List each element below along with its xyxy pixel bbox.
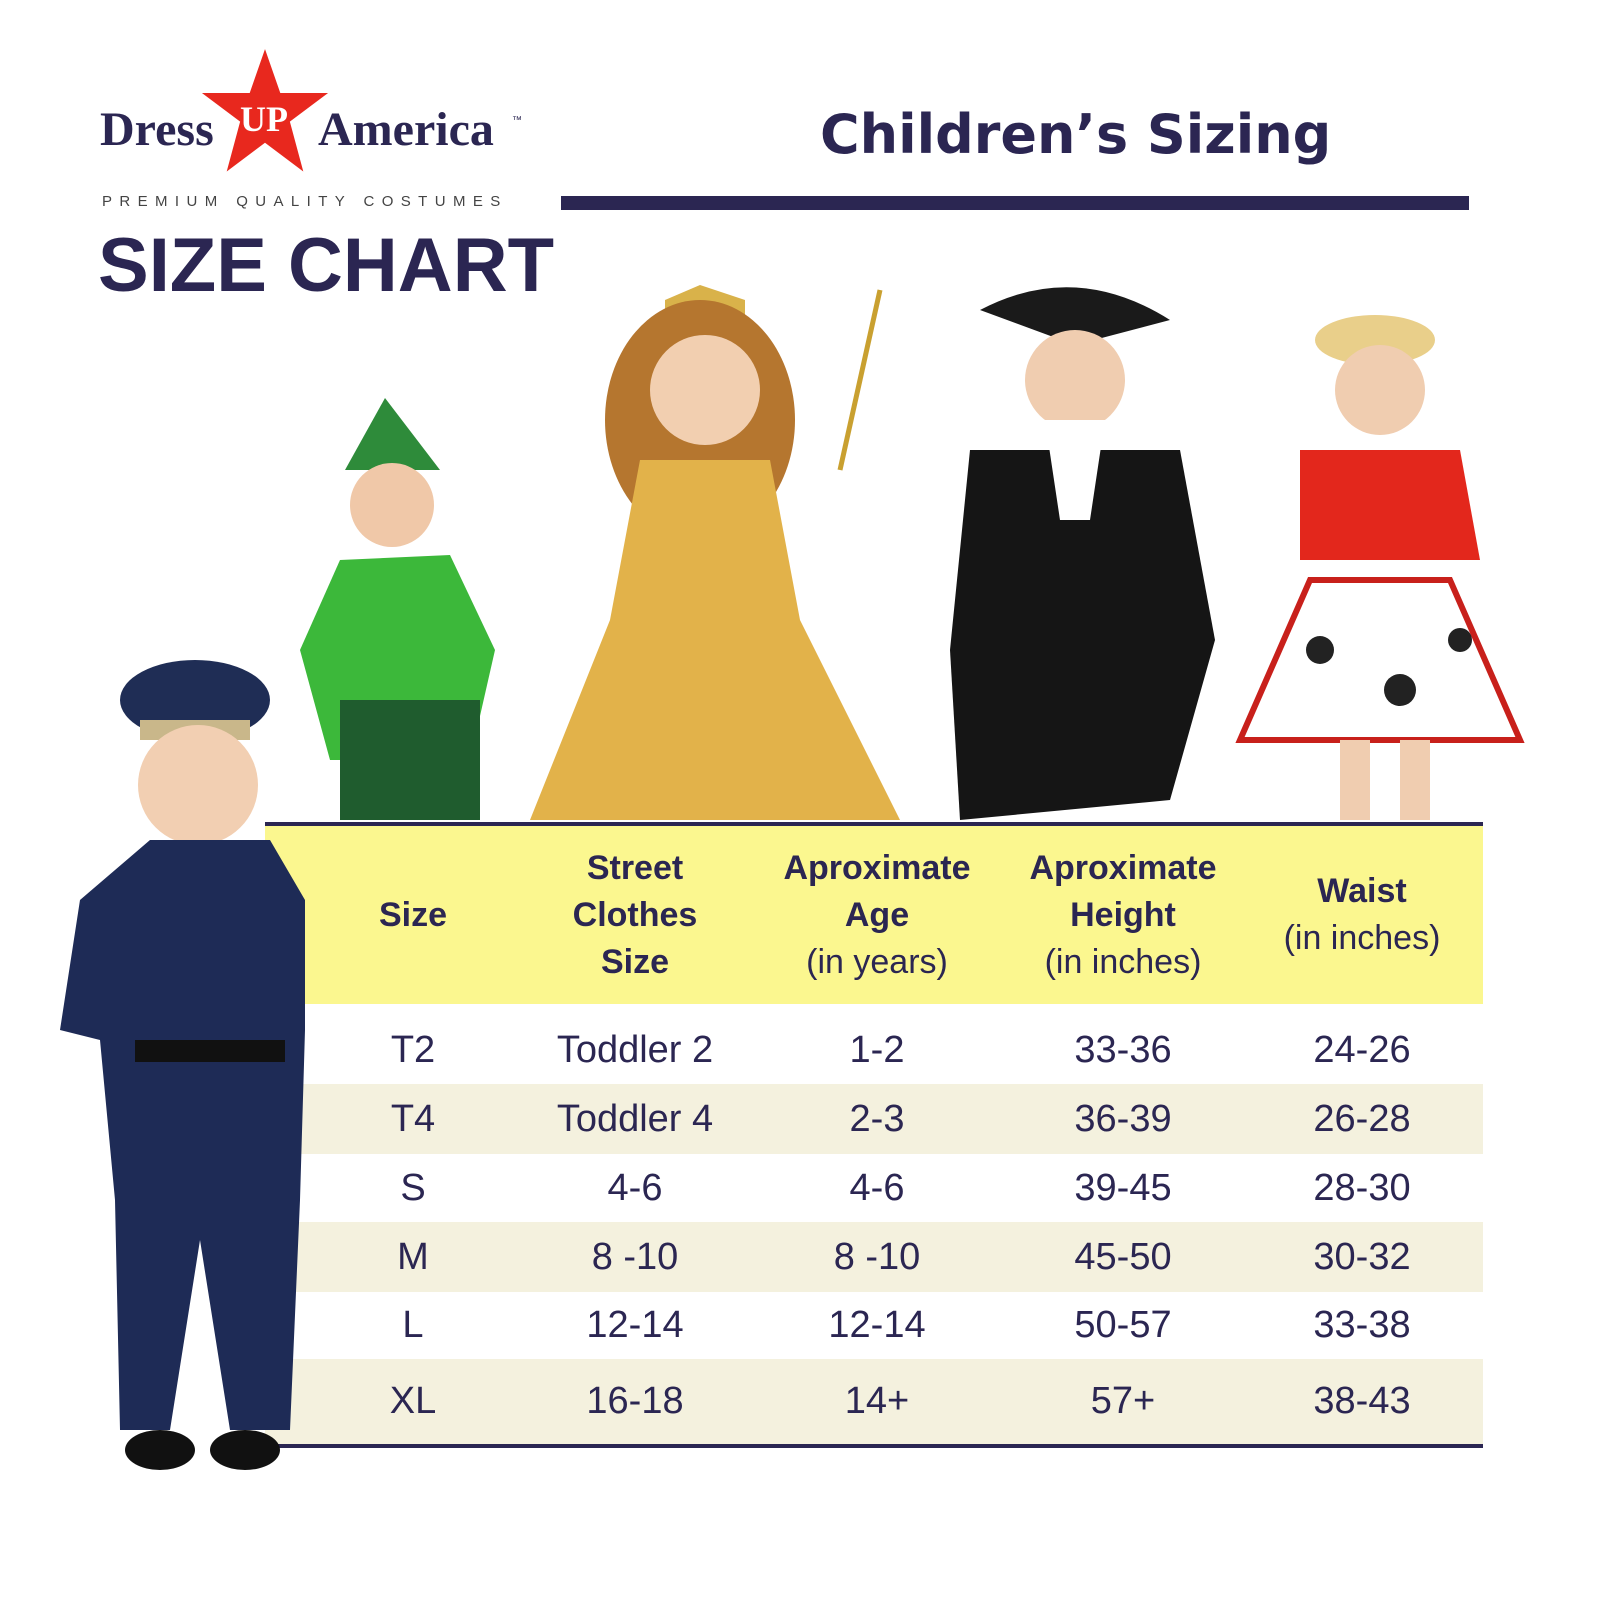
logo-text-up: UP — [240, 99, 288, 139]
table-cell: M — [397, 1235, 429, 1278]
table-cell: 24-26 — [1313, 1028, 1411, 1071]
column-title: Waist — [1317, 872, 1407, 910]
table-body: T2 Toddler 2 1-2 33-36 24-26 T4 Toddler 4 2-3 36… — [265, 1016, 1483, 1444]
table-cell: 1-2 — [849, 1028, 905, 1071]
column-title: Aproximate Age — [783, 848, 971, 934]
table-header: Size Street Clothes Size Aproximate Age (… — [265, 822, 1483, 1004]
table-cell: 4-6 — [849, 1166, 905, 1209]
column-title: Aproximate Height — [1029, 848, 1217, 934]
table-row: T4 Toddler 4 2-3 36-39 26-28 — [265, 1084, 1483, 1154]
table-cell: 26-28 — [1313, 1097, 1411, 1140]
table-cell: 8 -10 — [591, 1235, 679, 1278]
column-title: Street Clothes Size — [572, 848, 698, 981]
column-subtitle: (in inches) — [1283, 919, 1441, 957]
table-row: T2 Toddler 2 1-2 33-36 24-26 — [265, 1016, 1483, 1084]
table-cell: 12-14 — [828, 1304, 926, 1346]
header-divider — [561, 196, 1469, 210]
table-cell: 57+ — [1090, 1380, 1156, 1422]
table-cell: 8 -10 — [833, 1235, 921, 1278]
princess-costume-image — [530, 285, 900, 820]
table-cell: L — [402, 1304, 424, 1346]
table-bottom-border — [265, 1444, 1483, 1448]
table-cell: 33-36 — [1074, 1028, 1172, 1071]
table-cell: Toddler 2 — [556, 1028, 714, 1071]
column-title: Size — [378, 895, 448, 934]
table-row: XL 16-18 14+ 57+ 38-43 — [265, 1359, 1483, 1444]
table-cell: 2-3 — [849, 1097, 905, 1140]
table-row: M 8 -10 8 -10 45-50 30-32 — [265, 1222, 1483, 1292]
peter-pan-costume-image — [300, 398, 495, 820]
table-row: L 12-14 12-14 50-57 33-38 — [265, 1292, 1483, 1359]
table-cell: 12-14 — [586, 1304, 684, 1346]
logo-text-america: America — [318, 103, 494, 156]
table-cell: 4-6 — [607, 1166, 663, 1209]
subtitle: Children’s Sizing — [820, 103, 1332, 166]
logo-trademark: ™ — [512, 115, 522, 126]
table-cell: 50-57 — [1074, 1304, 1172, 1346]
table-cell: 28-30 — [1313, 1166, 1411, 1209]
column-subtitle: (in years) — [806, 942, 948, 981]
costume-photos — [300, 285, 1525, 820]
column-header-waist: Waist (in inches) — [1241, 826, 1483, 1004]
table-cell: 33-38 — [1313, 1304, 1411, 1346]
column-subtitle: (in inches) — [1044, 942, 1202, 981]
table-cell: 14+ — [844, 1380, 910, 1422]
table-cell: 39-45 — [1074, 1166, 1172, 1209]
cowgirl-costume-image — [1235, 315, 1525, 820]
column-header-street-size: Street Clothes Size — [521, 826, 749, 1004]
size-table: Size Street Clothes Size Aproximate Age (… — [265, 822, 1483, 1448]
page-title: SIZE CHART — [98, 223, 554, 308]
police-costume-image — [60, 660, 305, 1470]
table-cell: 36-39 — [1074, 1097, 1172, 1140]
table-cell: 45-50 — [1074, 1235, 1172, 1278]
column-header-height: Aproximate Height (in inches) — [1005, 826, 1241, 1004]
table-cell: 38-43 — [1313, 1380, 1411, 1422]
table-cell: T4 — [390, 1097, 436, 1140]
tagline: PREMIUM QUALITY COSTUMES — [102, 193, 508, 210]
table-cell: S — [400, 1166, 426, 1209]
table-cell: 30-32 — [1313, 1235, 1411, 1278]
column-header-size: Size — [305, 826, 521, 1004]
table-row: S 4-6 4-6 39-45 28-30 — [265, 1154, 1483, 1222]
colonial-costume-image — [950, 287, 1215, 820]
table-cell: XL — [389, 1380, 437, 1422]
column-header-age: Aproximate Age (in years) — [749, 826, 1005, 1004]
table-cell: Toddler 4 — [556, 1097, 714, 1140]
logo-text-dress: Dress — [100, 103, 214, 156]
logo-star-icon — [196, 44, 334, 177]
table-cell: T2 — [390, 1028, 436, 1071]
table-cell: 16-18 — [586, 1380, 684, 1422]
